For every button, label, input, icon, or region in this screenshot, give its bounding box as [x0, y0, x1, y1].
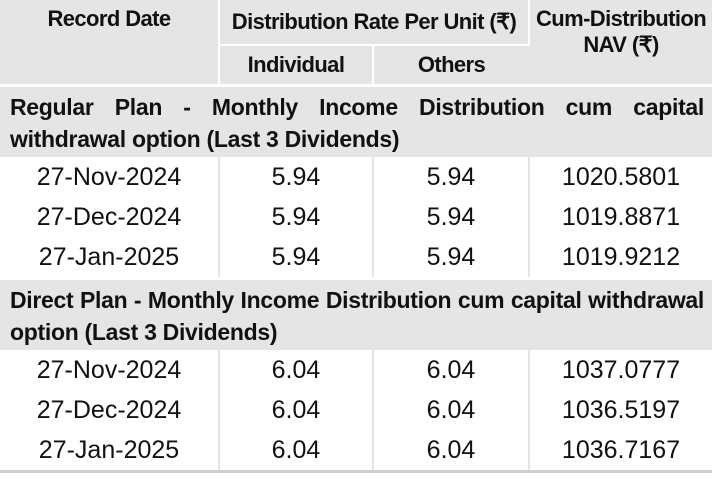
table-row: 27-Jan-2025 5.94 5.94 1019.9212	[0, 237, 712, 279]
table-row: 27-Jan-2025 6.04 6.04 1036.7167	[0, 430, 712, 473]
cum-nav-header-line2: NAV (₹)	[583, 32, 659, 57]
nav-cell: 1036.7167	[529, 430, 712, 473]
record-date-cell: 27-Nov-2024	[0, 350, 220, 390]
record-date-cell: 27-Dec-2024	[0, 197, 220, 237]
section-title: Regular Plan - Monthly Income Distributi…	[0, 84, 712, 157]
section-header-regular-plan: Regular Plan - Monthly Income Distributi…	[0, 84, 712, 157]
nav-cell: 1020.5801	[561, 162, 681, 191]
nav-cell: 1019.9212	[561, 242, 681, 271]
table-row: 27-Nov-2024 5.94 5.94 1020.5801	[0, 157, 712, 197]
others-rate-cell: 5.94	[373, 197, 531, 237]
dividend-history-table: Record Date Distribution Rate Per Unit (…	[0, 0, 712, 473]
others-rate-cell: 5.94	[373, 157, 531, 197]
others-header: Others	[373, 44, 530, 86]
others-rate-cell: 6.04	[373, 350, 531, 390]
section-header-direct-plan: Direct Plan - Monthly Income Distributio…	[0, 277, 712, 350]
table-row: 27-Nov-2024 6.04 6.04 1037.0777	[0, 350, 712, 390]
record-date-header: Record Date	[0, 0, 220, 86]
distribution-rate-header: Distribution Rate Per Unit (₹)	[219, 0, 531, 45]
cum-distribution-nav-header: Cum-Distribution NAV (₹)	[529, 0, 712, 86]
subheader-row: Individual Others	[0, 44, 712, 86]
record-date-cell: 27-Jan-2025	[0, 237, 220, 279]
record-date-cell: 27-Jan-2025	[0, 430, 220, 473]
nav-cell: 1036.5197	[561, 395, 681, 424]
individual-rate-cell: 5.94	[219, 197, 374, 237]
section-title: Direct Plan - Monthly Income Distributio…	[0, 277, 712, 350]
cum-nav-header-line1: Cum-Distribution	[535, 6, 707, 31]
individual-rate-cell: 6.04	[219, 350, 374, 390]
individual-rate-cell: 6.04	[219, 390, 374, 430]
nav-cell: 1019.8871	[561, 202, 681, 231]
table-row: 27-Dec-2024 5.94 5.94 1019.8871	[0, 197, 712, 237]
individual-rate-cell: 5.94	[219, 157, 374, 197]
individual-rate-cell: 6.04	[219, 430, 374, 473]
record-date-cell: 27-Dec-2024	[0, 390, 220, 430]
header-row: Record Date Distribution Rate Per Unit (…	[0, 0, 712, 86]
individual-header: Individual	[219, 44, 374, 86]
table-row: 27-Dec-2024 6.04 6.04 1036.5197	[0, 390, 712, 430]
others-rate-cell: 6.04	[373, 390, 531, 430]
record-date-cell: 27-Nov-2024	[0, 157, 220, 197]
others-rate-cell: 6.04	[373, 430, 531, 473]
individual-rate-cell: 5.94	[219, 237, 374, 279]
nav-cell: 1037.0777	[561, 355, 681, 384]
others-rate-cell: 5.94	[373, 237, 531, 279]
